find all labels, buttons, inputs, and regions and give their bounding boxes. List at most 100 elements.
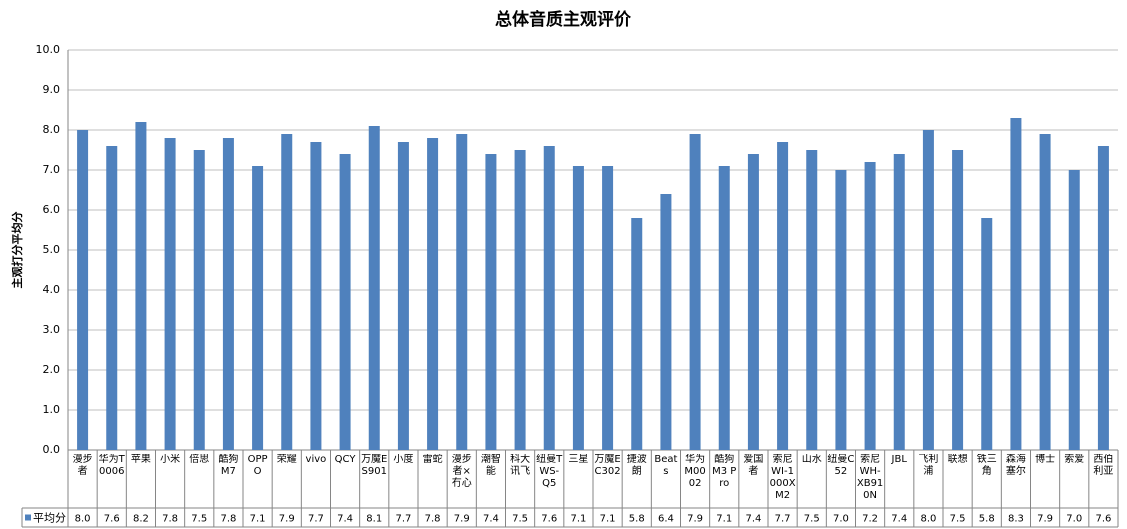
value-label: 8.0 — [75, 514, 91, 525]
value-label: 8.2 — [133, 514, 149, 525]
bar — [1068, 170, 1080, 450]
value-label: 6.4 — [658, 514, 674, 525]
value-label: 7.4 — [483, 514, 499, 525]
category-label: 万魔ES901 — [361, 454, 388, 477]
category-label: 科大讯飞 — [510, 454, 531, 477]
bar — [1097, 146, 1109, 450]
category-label: vivo — [305, 454, 327, 465]
value-label: 8.3 — [1008, 514, 1024, 525]
value-label: 7.5 — [512, 514, 528, 525]
bar — [368, 126, 380, 450]
value-label: 7.9 — [454, 514, 470, 525]
y-tick-label: 4.0 — [43, 283, 61, 296]
category-label: 索尼WH-XB910N — [856, 454, 884, 501]
category-label: 酷狗M3 Pro — [712, 454, 737, 489]
category-label: 纽曼TWS-Q5 — [536, 454, 563, 489]
category-label: 山水 — [801, 454, 822, 465]
y-tick-label: 7.0 — [43, 163, 61, 176]
value-label: 8.0 — [920, 514, 936, 525]
value-label: 7.5 — [804, 514, 820, 525]
category-label: 爱国者 — [743, 454, 764, 477]
category-label: QCY — [334, 454, 356, 465]
bar — [893, 154, 905, 450]
bar — [164, 138, 176, 450]
value-label: 7.9 — [1037, 514, 1053, 525]
bar — [281, 134, 293, 450]
bar — [718, 166, 730, 450]
category-label: 华为T0006 — [98, 454, 125, 477]
bar — [1010, 118, 1022, 450]
y-tick-label: 6.0 — [43, 203, 61, 216]
bar — [922, 130, 934, 450]
category-label: JBL — [891, 454, 907, 465]
y-axis-title: 主观打分平均分 — [10, 212, 24, 289]
value-label: 5.8 — [629, 514, 645, 525]
bar — [135, 122, 147, 450]
category-label: 雷蛇 — [422, 454, 443, 465]
y-tick-label: 5.0 — [43, 243, 61, 256]
value-label: 7.6 — [1095, 514, 1111, 525]
bar — [981, 218, 993, 450]
bar — [602, 166, 614, 450]
category-label: 苹果 — [130, 454, 151, 465]
y-tick-label: 1.0 — [43, 403, 61, 416]
value-label: 7.6 — [104, 514, 120, 525]
value-label: 7.1 — [250, 514, 266, 525]
category-label: 酷狗M7 — [218, 454, 239, 477]
bar — [193, 150, 205, 450]
bar — [777, 142, 789, 450]
value-label: 7.1 — [600, 514, 616, 525]
value-label: 7.4 — [745, 514, 761, 525]
bar — [485, 154, 497, 450]
category-label: 小度 — [393, 454, 414, 465]
value-label: 7.5 — [950, 514, 966, 525]
bar — [106, 146, 118, 450]
value-label: 7.4 — [891, 514, 907, 525]
value-label: 7.7 — [308, 514, 324, 525]
legend-key — [25, 514, 31, 521]
bar — [339, 154, 351, 450]
chart-title: 总体音质主观评价 — [495, 9, 632, 30]
bar — [689, 134, 701, 450]
category-label: 索爱 — [1064, 454, 1085, 465]
value-label: 7.6 — [541, 514, 557, 525]
bar — [747, 154, 759, 450]
category-label: 森海塞尔 — [1005, 454, 1026, 477]
legend-label: 平均分 — [33, 512, 66, 525]
bar — [222, 138, 234, 450]
value-label: 7.8 — [162, 514, 178, 525]
category-label: 纽曼C52 — [827, 454, 855, 477]
value-label: 8.1 — [366, 514, 382, 525]
bar — [952, 150, 964, 450]
value-label: 7.0 — [833, 514, 849, 525]
y-tick-label: 3.0 — [43, 323, 61, 336]
bar — [77, 130, 89, 450]
value-label: 7.4 — [337, 514, 353, 525]
bar — [456, 134, 468, 450]
value-label: 7.7 — [395, 514, 411, 525]
value-label: 7.8 — [220, 514, 236, 525]
y-tick-label: 0.0 — [43, 443, 61, 456]
y-tick-label: 8.0 — [43, 123, 61, 136]
category-label: 荣耀 — [276, 454, 297, 465]
category-label: 三星 — [568, 454, 589, 465]
value-label: 7.1 — [716, 514, 732, 525]
bar — [806, 150, 818, 450]
y-tick-label: 2.0 — [43, 363, 61, 376]
value-label: 7.0 — [1066, 514, 1082, 525]
category-label: 西伯利亚 — [1093, 454, 1114, 477]
bar — [543, 146, 555, 450]
category-label: Beats — [654, 454, 678, 477]
category-label: 漫步者 — [72, 454, 93, 477]
bar — [252, 166, 264, 450]
category-label: OPPO — [247, 454, 268, 477]
value-label: 5.8 — [979, 514, 995, 525]
category-label: 联想 — [947, 454, 968, 465]
category-label: 博士 — [1035, 454, 1056, 465]
bar — [631, 218, 643, 450]
bar — [835, 170, 847, 450]
y-tick-label: 9.0 — [43, 83, 61, 96]
bar — [514, 150, 526, 450]
